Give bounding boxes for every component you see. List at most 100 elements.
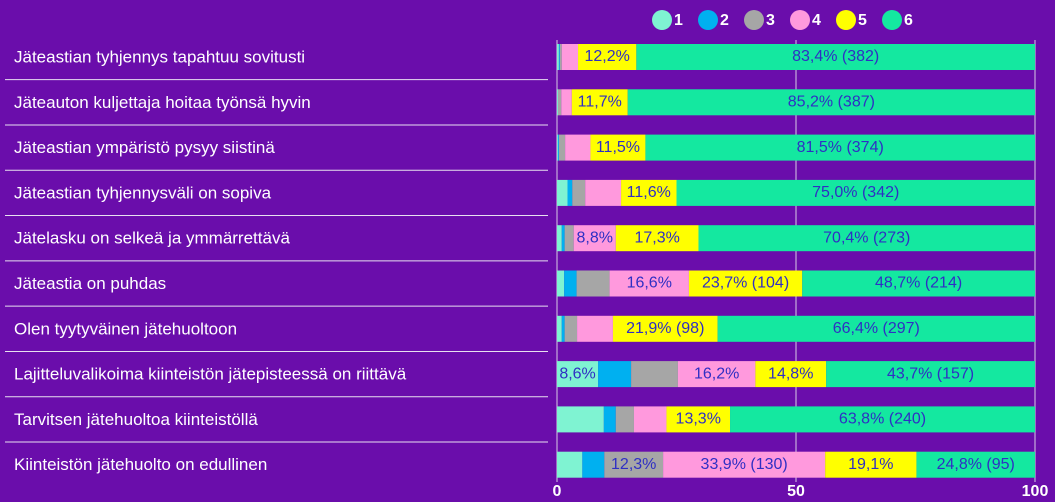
bar-segment	[557, 134, 559, 161]
x-tick-label: 0	[553, 483, 562, 500]
bar-segment	[557, 89, 562, 116]
x-tick-label: 50	[787, 483, 805, 500]
bar-segment	[677, 361, 756, 388]
bar-segment	[557, 89, 558, 116]
bar-segment	[636, 44, 1035, 70]
bar-segment	[627, 89, 1035, 116]
bar-segment	[557, 179, 568, 206]
bar-segment	[582, 451, 605, 478]
bar-segment	[598, 361, 632, 388]
value-label: 21,9% (98)	[626, 320, 704, 337]
value-label: 11,5%	[596, 139, 640, 156]
bar-segment	[577, 315, 613, 342]
bar-segment	[666, 406, 731, 433]
legend-swatch	[744, 10, 764, 30]
category-label: Jäteastia on puhdas	[14, 274, 166, 293]
value-label: 19,1%	[848, 456, 893, 473]
category-label: Olen tyytyväinen jätehuoltoon	[14, 319, 237, 338]
category-label: Jäteastian ympäristö pysyy siistinä	[14, 138, 275, 157]
bar-segment	[916, 451, 1035, 478]
bar-segment	[621, 179, 677, 206]
value-label: 70,4% (273)	[823, 229, 910, 246]
category-label: Lajitteluvalikoima kiinteistön jätepiste…	[14, 365, 407, 384]
bar-segment	[573, 225, 616, 252]
bar-segment	[557, 225, 562, 252]
bar-segment	[603, 406, 616, 433]
bar-segment	[557, 315, 562, 342]
category-label: Jäteastian tyhjennysväli on sopiva	[14, 183, 272, 202]
value-label: 16,6%	[627, 275, 672, 292]
value-label: 8,6%	[559, 365, 595, 382]
legend-swatch	[836, 10, 856, 30]
bar-segment	[557, 451, 583, 478]
value-label: 85,2% (387)	[788, 94, 875, 111]
bar-segment	[612, 315, 718, 342]
legend-label: 2	[720, 12, 729, 29]
bar-segment	[558, 44, 560, 70]
bar-segment	[645, 134, 1035, 161]
value-label: 66,4% (297)	[833, 320, 920, 337]
bar-segment	[578, 44, 637, 70]
bar-segment	[590, 134, 646, 161]
bar-segment	[564, 270, 577, 297]
bar-segment	[730, 406, 1035, 433]
value-label: 75,0% (342)	[812, 184, 899, 201]
value-label: 23,7% (104)	[702, 275, 789, 292]
bar-segment	[825, 451, 917, 478]
category-label: Tarvitsen jätehuoltoa kiinteistöllä	[14, 410, 258, 429]
legend-swatch	[790, 10, 810, 30]
value-label: 8,8%	[577, 229, 613, 246]
bar-segment	[558, 134, 566, 161]
bar-segment	[802, 270, 1035, 297]
bar-segment	[688, 270, 803, 297]
legend-label: 4	[812, 12, 821, 29]
bar-segment	[557, 44, 559, 70]
value-label: 13,3%	[676, 411, 721, 428]
bar-segment	[565, 134, 591, 161]
legend-swatch	[698, 10, 718, 30]
bar-segment	[826, 361, 1035, 388]
bar-segment	[564, 315, 578, 342]
bar-segment	[604, 451, 664, 478]
bar-segment	[557, 406, 604, 433]
bar-segment	[576, 270, 610, 297]
bar-segment	[631, 361, 678, 388]
bar-segment	[559, 44, 562, 70]
legend-label: 3	[766, 12, 775, 29]
value-label: 63,8% (240)	[839, 411, 926, 428]
bar-segment	[571, 89, 628, 116]
bar-segment	[561, 315, 565, 342]
bar-segment	[585, 179, 622, 206]
bar-segment	[615, 225, 699, 252]
bar-segment	[557, 134, 558, 161]
category-label: Jäteastian tyhjennys tapahtuu sovitusti	[14, 47, 305, 66]
legend-label: 6	[904, 12, 913, 29]
value-label: 43,7% (157)	[887, 365, 974, 382]
value-label: 83,4% (382)	[792, 48, 879, 65]
category-label: Jätelasku on selkeä ja ymmärrettävä	[14, 229, 290, 248]
bar-segment	[564, 225, 574, 252]
value-label: 12,2%	[585, 48, 630, 65]
value-label: 81,5% (374)	[797, 139, 884, 156]
value-label: 48,7% (214)	[875, 275, 962, 292]
bar-segment	[663, 451, 826, 478]
value-label: 14,8%	[768, 365, 813, 382]
x-tick-label: 100	[1022, 483, 1049, 500]
value-label: 11,7%	[578, 94, 622, 111]
legend-swatch	[882, 10, 902, 30]
bar-segment	[557, 270, 565, 297]
legend-label: 1	[674, 12, 683, 29]
bar-segment	[561, 225, 565, 252]
bar-segment	[567, 179, 573, 206]
category-label: Kiinteistön jätehuolto on edullinen	[14, 455, 267, 474]
bar-segment	[676, 179, 1035, 206]
bar-segment	[609, 270, 689, 297]
bar-segment	[755, 361, 827, 388]
value-label: 11,6%	[627, 184, 671, 201]
bar-segment	[557, 361, 599, 388]
legend-label: 5	[858, 12, 867, 29]
value-label: 17,3%	[634, 229, 679, 246]
bar-segment	[572, 179, 586, 206]
category-label: Jäteauton kuljettaja hoitaa työnsä hyvin	[14, 93, 311, 112]
bar-segment	[561, 89, 572, 116]
